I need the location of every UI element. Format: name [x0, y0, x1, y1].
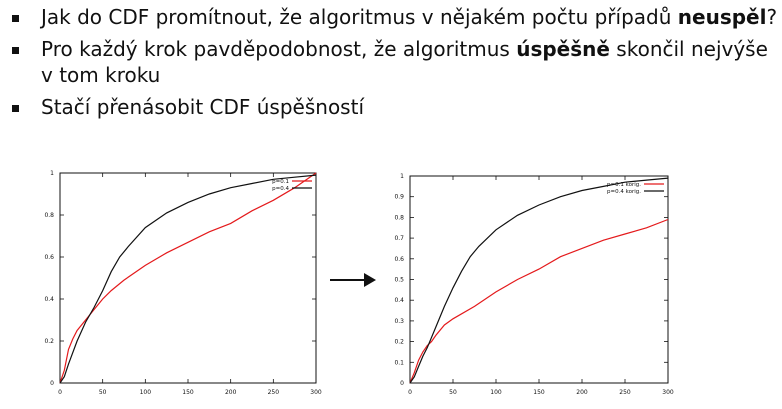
legend-label: p=0.4 — [272, 186, 289, 192]
cdf-chart-corrected: 0 50 100 150 200 250 300 0 0.1 0.2 0.3 0.4 0.5 0.6 0.7… — [394, 173, 674, 396]
x-tick-label: 50 — [449, 389, 457, 396]
y-tick-label: 0.8 — [394, 214, 404, 221]
x-tick-label: 200 — [225, 389, 237, 396]
legend-label: p=0.4 korig. — [607, 189, 641, 195]
x-tick-label: 150 — [533, 389, 545, 396]
x-tick-label: 0 — [58, 389, 62, 396]
x-tick-label: 250 — [619, 389, 631, 396]
right-arrow-icon — [330, 273, 376, 287]
y-tick-label: 0 — [50, 380, 54, 387]
cdf-chart-original: 0 50 100 150 200 250 300 0 0.2 0.4 0.6 0.8 1 p=0.1p=0… — [44, 170, 322, 396]
bullet-item-1: Jak do CDF promítnout, že algoritmus v n… — [12, 4, 778, 30]
plot-frame — [59, 172, 317, 384]
y-tick-label: 0.9 — [394, 194, 404, 201]
x-tick-label: 150 — [182, 389, 194, 396]
series-line-2 — [59, 174, 317, 384]
bullet-item-2: Pro každý krok pavděpodobnost, že algori… — [12, 36, 778, 88]
x-tick-label: 200 — [576, 389, 588, 396]
bullet-text-3: Stačí přenásobit CDF úspěšností — [41, 95, 364, 119]
x-tick-label: 0 — [408, 389, 412, 396]
bullet-item-3: Stačí přenásobit CDF úspěšností — [12, 94, 778, 120]
y-tick-label: 1 — [50, 170, 54, 177]
y-tick-label: 0.4 — [44, 296, 54, 303]
y-tick-label: 0.2 — [394, 339, 404, 346]
bullet-list: Jak do CDF promítnout, že algoritmus v n… — [12, 4, 778, 126]
bullet-text-1: Jak do CDF promítnout, že algoritmus v n… — [41, 5, 778, 29]
plot-frame — [409, 175, 669, 384]
y-tick-label: 0.1 — [394, 359, 404, 366]
x-tick-label: 300 — [662, 389, 674, 396]
y-tick-label: 0.3 — [394, 318, 404, 325]
bullet-square-icon — [12, 105, 19, 112]
y-tick-label: 0.7 — [394, 235, 404, 242]
y-tick-label: 0 — [400, 380, 404, 387]
y-tick-label: 0.6 — [44, 254, 54, 261]
bullet-square-icon — [12, 47, 19, 54]
x-tick-label: 50 — [99, 389, 107, 396]
y-tick-label: 0.2 — [44, 338, 54, 345]
y-tick-label: 0.5 — [394, 277, 404, 284]
series-line-1 — [409, 218, 669, 384]
legend-label: p=0.1 — [272, 179, 289, 185]
x-tick-label: 100 — [140, 389, 152, 396]
legend-label: p=0.1 korig. — [607, 182, 641, 188]
bullet-square-icon — [12, 15, 19, 22]
y-tick-label: 0.8 — [44, 212, 54, 219]
x-tick-label: 300 — [310, 389, 322, 396]
series-line-1 — [59, 172, 317, 384]
series-line-2 — [409, 177, 669, 384]
bullet-text-2: Pro každý krok pavděpodobnost, že algori… — [41, 37, 768, 87]
y-tick-label: 1 — [400, 173, 404, 180]
y-tick-label: 0.4 — [394, 297, 404, 304]
x-tick-label: 100 — [490, 389, 502, 396]
y-tick-label: 0.6 — [394, 256, 404, 263]
x-tick-label: 250 — [268, 389, 280, 396]
